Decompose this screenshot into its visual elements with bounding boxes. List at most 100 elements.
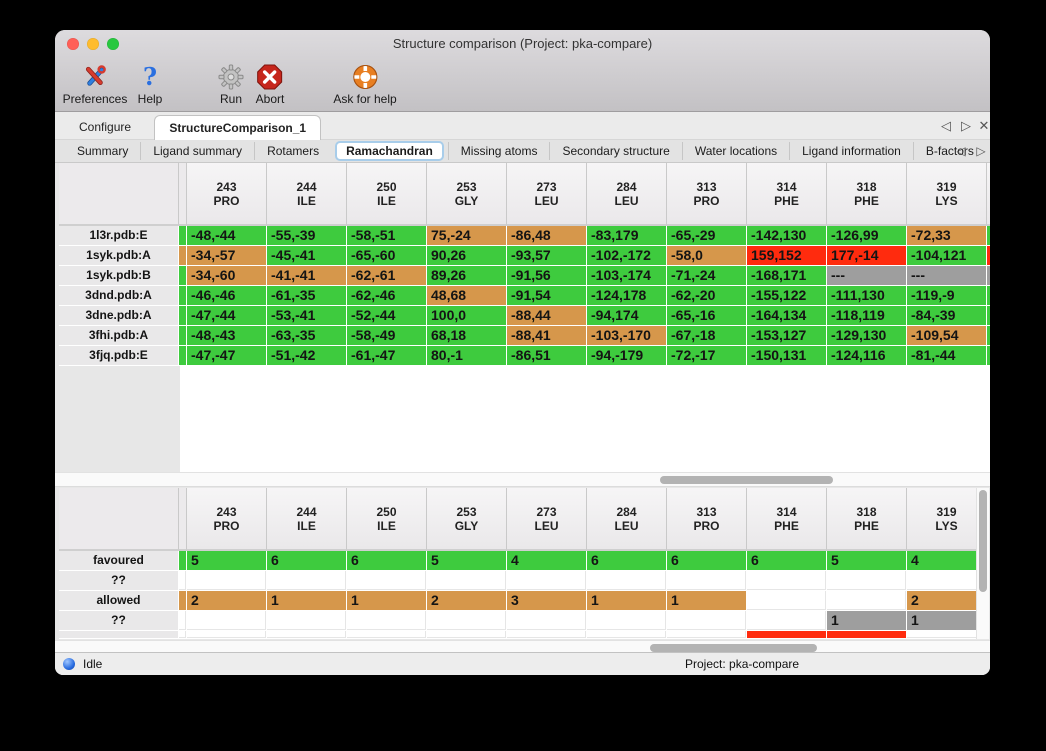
table-cell-313: -62,-20 bbox=[667, 286, 747, 306]
close-window-button[interactable] bbox=[67, 38, 79, 50]
subtab-bar: Summary Ligand summary Rotamers Ramachandra… bbox=[55, 140, 990, 163]
table-cell-313: -71,-24 bbox=[667, 266, 747, 286]
table-cell-314 bbox=[747, 611, 827, 631]
prev-tab-arrow-icon[interactable]: ◁ bbox=[941, 118, 951, 133]
subtab-ligand-information[interactable]: Ligand information bbox=[789, 142, 913, 160]
table-cell-273: 4 bbox=[507, 551, 587, 571]
table-cell-243 bbox=[187, 611, 267, 631]
table-cell-253 bbox=[427, 631, 507, 639]
ramachandran-table: 243 PRO 244 ILE 250 ILE 253 GLY 273 LEU 284 LEU 313 P… bbox=[59, 163, 990, 366]
table-cell-313: 6 bbox=[667, 551, 747, 571]
table-cell-314: -164,134 bbox=[747, 306, 827, 326]
row-lead-sliver bbox=[179, 571, 187, 591]
subtab-b-factors[interactable]: B-factors bbox=[912, 142, 986, 160]
tab-configure[interactable]: Configure bbox=[79, 120, 132, 134]
table-row: 3fjq.pdb:E -47,-47 -51,-42 -61,-47 80,-1 -86,… bbox=[59, 346, 990, 366]
table-cell-244: -51,-42 bbox=[267, 346, 347, 366]
close-tab-icon[interactable]: ✕ bbox=[978, 118, 990, 133]
row-lead-sliver bbox=[179, 631, 187, 639]
table-cell-319: -81,-44 bbox=[907, 346, 987, 366]
bottom-vscroll-thumb[interactable] bbox=[979, 490, 987, 592]
subtab-ramachandran[interactable]: Ramachandran bbox=[335, 141, 444, 161]
lifebuoy-icon bbox=[333, 62, 396, 90]
table-row: 1l3r.pdb:E -48,-44 -55,-39 -58,-51 75,-24 -86… bbox=[59, 226, 990, 246]
table-cell-273: 3 bbox=[507, 591, 587, 611]
column-header-244: 244 ILE bbox=[267, 163, 347, 225]
bottom-vertical-scrollbar[interactable] bbox=[976, 488, 989, 639]
toolbar-button-abort[interactable]: Abort bbox=[256, 62, 285, 106]
abort-icon bbox=[256, 62, 285, 90]
status-bar: Idle Project: pka-compare bbox=[55, 652, 990, 675]
row-label: favoured bbox=[59, 551, 179, 571]
top-horizontal-scrollbar[interactable] bbox=[55, 472, 990, 487]
tab-bar: Configure StructureComparison_1 ◁ ▷ ✕ bbox=[55, 112, 990, 141]
table-cell-314 bbox=[747, 631, 827, 639]
table-cell-284 bbox=[587, 571, 667, 591]
table-cell-284: -103,-170 bbox=[587, 326, 667, 346]
subtab-summary[interactable]: Summary bbox=[77, 144, 129, 158]
table-cell-250 bbox=[347, 611, 427, 631]
subtab-water-locations[interactable]: Water locations bbox=[681, 142, 789, 160]
table-cell-273: -91,54 bbox=[507, 286, 587, 306]
zoom-window-button[interactable] bbox=[107, 38, 119, 50]
toolbar-button-help[interactable]: ? Help bbox=[137, 62, 163, 106]
table-cell-318: 177,-14 bbox=[827, 246, 907, 266]
table-cell-284 bbox=[587, 631, 667, 639]
subtab-secondary-structure[interactable]: Secondary structure bbox=[549, 142, 681, 160]
table-cell-250: -65,-60 bbox=[347, 246, 427, 266]
row-trail-sliver bbox=[987, 286, 990, 306]
minimize-window-button[interactable] bbox=[87, 38, 99, 50]
table-cell-313: 1 bbox=[667, 591, 747, 611]
table-cell-273: -93,57 bbox=[507, 246, 587, 266]
table-cell-273 bbox=[507, 571, 587, 591]
table-cell-273 bbox=[507, 611, 587, 631]
subtab-ligand-summary[interactable]: Ligand summary bbox=[140, 142, 254, 160]
table-cell-244: 6 bbox=[267, 551, 347, 571]
table-row: 3fhi.pdb:A -48,-43 -63,-35 -58,-49 68,18 -88,… bbox=[59, 326, 990, 346]
table-cell-313 bbox=[667, 611, 747, 631]
column-header-253: 253 GLY bbox=[427, 488, 507, 550]
row-lead-sliver bbox=[179, 306, 187, 326]
next-tab-arrow-icon[interactable]: ▷ bbox=[961, 118, 971, 133]
table-row: 3dne.pdb:A -47,-44 -53,-41 -52,-44 100,0 -88,… bbox=[59, 306, 990, 326]
tools-icon bbox=[63, 62, 128, 90]
table-cell-319: --- bbox=[907, 266, 987, 286]
row-label: allowed bbox=[59, 591, 179, 611]
table-cell-244: 1 bbox=[267, 591, 347, 611]
table-cell-284: -94,174 bbox=[587, 306, 667, 326]
table-cell-284: -124,178 bbox=[587, 286, 667, 306]
row-label: 1l3r.pdb:E bbox=[59, 226, 179, 246]
table-cell-250: -62,-61 bbox=[347, 266, 427, 286]
column-header-sliver bbox=[179, 488, 187, 550]
column-header-trail-sliver bbox=[987, 163, 990, 225]
subtab-missing-atoms[interactable]: Missing atoms bbox=[447, 142, 550, 160]
bottom-hscroll-thumb[interactable] bbox=[650, 644, 817, 652]
table-cell-314: -142,130 bbox=[747, 226, 827, 246]
table-row: 3dnd.pdb:A -46,-46 -61,-35 -62,-46 48,68 -91,… bbox=[59, 286, 990, 306]
top-hscroll-thumb[interactable] bbox=[660, 476, 833, 484]
toolbar-button-label: Preferences bbox=[62, 92, 128, 106]
table-cell-314: -150,131 bbox=[747, 346, 827, 366]
toolbar-button-ask-for-help[interactable]: Ask for help bbox=[333, 62, 397, 106]
table-row: 1syk.pdb:B -34,-60 -41,-41 -62,-61 89,26 -91,… bbox=[59, 266, 990, 286]
tab-structurecomparison_1[interactable]: StructureComparison_1 bbox=[154, 115, 322, 141]
subtab-rotamers[interactable]: Rotamers bbox=[254, 142, 331, 160]
toolbar-button-run[interactable]: Run bbox=[218, 62, 244, 106]
table-cell-243: 2 bbox=[187, 591, 267, 611]
table-cell-273: -88,41 bbox=[507, 326, 587, 346]
next-subtab-arrow-icon[interactable]: ▷ bbox=[976, 144, 986, 158]
prev-subtab-arrow-icon[interactable]: ◁ bbox=[956, 144, 966, 158]
title-bar[interactable]: Structure comparison (Project: pka-compa… bbox=[55, 30, 990, 58]
table-cell-250: -52,-44 bbox=[347, 306, 427, 326]
table-cell-318 bbox=[827, 631, 907, 639]
table-cell-314: -153,127 bbox=[747, 326, 827, 346]
table-cell-253: 48,68 bbox=[427, 286, 507, 306]
table-cell-314: 159,152 bbox=[747, 246, 827, 266]
row-trail-sliver bbox=[987, 326, 990, 346]
table-cell-318 bbox=[827, 571, 907, 591]
toolbar-button-preferences[interactable]: Preferences bbox=[62, 62, 128, 106]
table-cell-243: -34,-60 bbox=[187, 266, 267, 286]
svg-text:?: ? bbox=[143, 64, 157, 90]
column-header-243: 243 PRO bbox=[187, 163, 267, 225]
table-cell-314: -155,122 bbox=[747, 286, 827, 306]
